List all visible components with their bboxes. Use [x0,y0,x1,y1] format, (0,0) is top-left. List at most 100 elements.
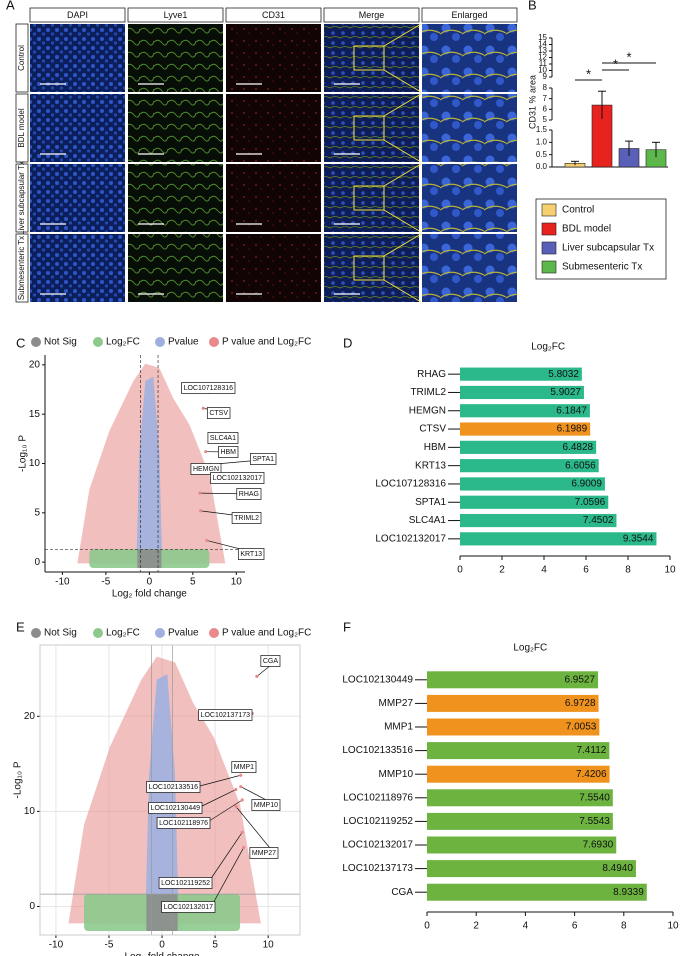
legend-dot [209,337,219,347]
leader-line [195,774,241,788]
point-label: LOC102118976 [159,820,208,827]
point-label: MMP27 [252,850,276,857]
panel-label: E [16,619,25,634]
point-label-box [236,488,262,500]
x-tick-label: 6 [583,565,589,576]
micrograph [226,94,321,162]
category-label: SLC4A1 [409,515,447,526]
value-label: 7.5540 [579,792,610,803]
value-label: 7.4112 [576,745,606,756]
category-label: MMP1 [384,722,413,733]
micrograph [324,94,419,162]
legend-label: P value and Log₂FC [222,337,311,348]
column-header: Enlarged [451,10,487,20]
value-label: 6.1989 [557,424,588,435]
row-label: Submesenteric Tx [17,236,26,300]
cloud-pvalue [145,674,179,927]
labeled-point [239,773,243,777]
chart-title: Log₂FC [513,643,547,654]
bar [427,718,600,736]
point-label: RHAG [239,491,259,498]
labeled-point [240,798,244,802]
y-tick-label: 14 [538,40,547,49]
labeled-point [234,805,238,809]
value-label: 5.9027 [550,387,581,398]
y-tick-label: 12 [538,53,547,62]
micrograph [422,94,517,162]
bar [460,404,590,418]
x-tick-label: 10 [263,940,275,951]
bar [427,742,610,760]
point-label-box [156,817,211,829]
y-axis-label: CD31 % area [527,75,537,129]
value-label: 7.0053 [566,722,597,733]
point-label: LOC102132017 [164,904,214,911]
point-label-box [237,548,265,560]
category-label: TRIML2 [410,387,446,398]
zoom-box [353,115,385,141]
bar [427,860,636,878]
y-tick-label: 7 [543,94,548,103]
legend-label: Control [562,205,594,216]
legend-dot [93,337,103,347]
point-label-box [190,463,222,475]
point-label: LOC102137173 [201,712,251,719]
x-tick-label: 0 [159,940,165,951]
y-tick-label: 9 [543,72,548,81]
micrograph [422,24,517,92]
y-axis-label: -Log₁₀ P [18,435,29,472]
point-label: HEMGN [193,466,219,473]
x-tick-label: 4 [523,921,529,932]
value-label: 7.6930 [583,840,614,851]
column-header: DAPI [67,10,88,20]
legend-label: Log₂FC [106,337,140,348]
point-label-box [249,453,277,465]
point-label: LOC102132017 [213,475,263,482]
category-label: MMP27 [379,698,414,709]
zoom-line [383,139,422,163]
bar [427,789,613,807]
point-label-box [161,901,216,913]
zoom-box [353,45,385,71]
y-axis-label: -Log₁₀ P [13,761,24,798]
y-tick-label: 11 [539,59,548,68]
legend-label: Log₂FC [106,628,140,639]
legend-dot [155,628,165,638]
x-axis-label: Log₂ fold change [112,589,187,600]
point-label: SPTA1 [252,456,274,463]
bar [460,495,609,509]
point-label: LOC107128316 [184,385,234,392]
point-label: LOC102133516 [149,784,199,791]
row-label: Control [17,45,26,71]
row-label: BDL model [17,108,26,148]
y-tick-label: 10 [29,458,41,469]
x-tick-label: 0 [424,921,430,932]
y-tick-label: 0.0 [536,162,548,171]
x-tick-label: -10 [55,577,70,588]
labeled-point [234,787,238,792]
value-label: 8.4940 [602,863,633,874]
cloud-not-sig [137,549,162,568]
point-label-box [148,802,203,814]
micrograph [422,164,517,232]
x-tick-label: 6 [572,921,578,932]
zoom-line [383,163,422,187]
point-label-box [146,781,201,793]
point-label-box [249,847,279,859]
y-tick-label: 20 [24,711,36,722]
value-label: 7.5543 [579,816,610,827]
point-label-box [198,709,253,721]
bar [460,367,582,381]
column-header: Lyve1 [164,10,188,20]
x-tick-label: 4 [541,565,547,576]
micrograph [128,94,223,162]
category-label: LOC102119252 [343,816,413,827]
column-header-box [225,7,322,23]
y-tick-label: 0 [29,901,35,912]
x-tick-label: 2 [473,921,479,932]
leader-line [210,847,244,908]
category-label: LOC102133516 [342,745,413,756]
value-label: 6.6056 [565,460,596,471]
micrograph [324,164,419,232]
legend-dot [93,628,103,638]
